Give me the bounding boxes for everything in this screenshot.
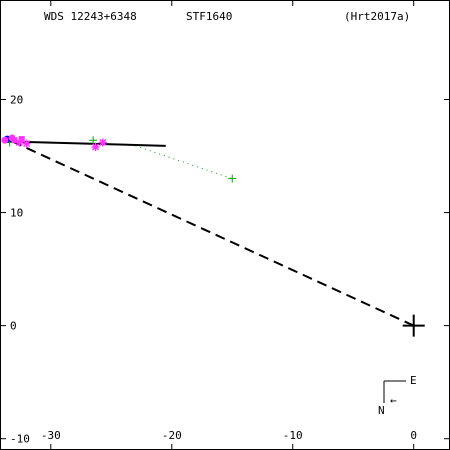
compass-arrow: ← — [390, 394, 397, 407]
circle-point — [1, 136, 9, 144]
x-tick-label: 0 — [410, 429, 417, 442]
star-point — [98, 138, 107, 147]
orbit-arc-line — [4, 140, 166, 147]
x-tick-label: -30 — [41, 429, 61, 442]
header-reference: (Hrt2017a) — [344, 10, 410, 23]
observation-marks — [1, 134, 425, 337]
header-star-name: STF1640 — [186, 10, 232, 23]
star-point — [91, 142, 100, 151]
orbit-lines — [4, 140, 415, 327]
plus-point — [89, 136, 98, 145]
residual-dotted-line — [135, 145, 233, 180]
compass-north-label: N — [378, 404, 385, 417]
y-tick-label: 20 — [10, 93, 23, 106]
compass: E N ← — [378, 374, 417, 417]
star-point — [22, 139, 31, 148]
circle-point — [8, 134, 16, 142]
primary-star-marker — [402, 314, 425, 337]
plus-point — [228, 174, 237, 183]
compass-east-label: E — [410, 374, 417, 387]
node-line-dashed — [11, 140, 415, 327]
x-tick-label: -20 — [162, 429, 182, 442]
star-point — [15, 138, 24, 147]
square-point — [18, 136, 25, 143]
header-wds-id: WDS 12243+6348 — [44, 10, 137, 23]
y-tick-label: 10 — [10, 207, 23, 220]
y-tick-label: -10 — [10, 433, 30, 446]
x-tick-label: -10 — [283, 429, 303, 442]
y-tick-label: 0 — [10, 320, 17, 333]
